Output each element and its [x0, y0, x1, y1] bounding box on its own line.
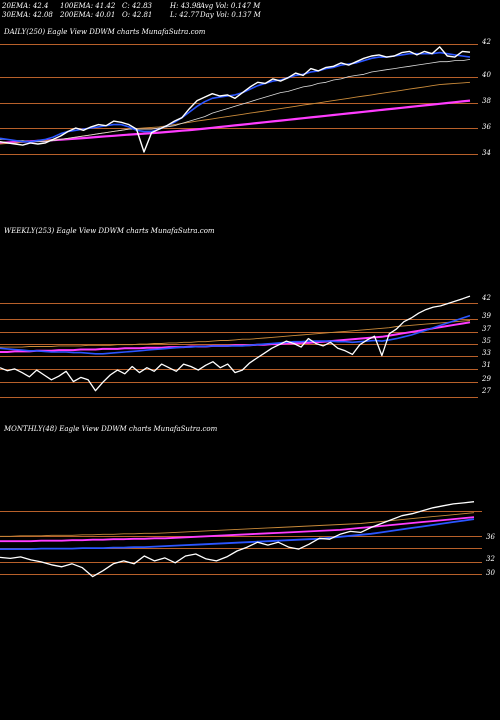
weekly-y-tick-label: 39 [482, 312, 491, 320]
daily-chart-title: DAILY(250) Eagle View DDWM charts Munafa… [4, 28, 206, 36]
header-open: O: 42.81 [122, 11, 153, 19]
weekly-y-tick-label: 29 [481, 375, 491, 383]
monthly-chart-title: MONTHLY(48) Eagle View DDWM charts Munaf… [4, 425, 218, 433]
monthly-y-tick-label: 30 [486, 569, 495, 577]
weekly-price-line [0, 295, 471, 392]
daily-y-tick-label: 38 [482, 97, 491, 105]
daily-ema-line-2 [0, 59, 471, 143]
header-low: L: 42.77 [170, 11, 200, 19]
weekly-y-tick-label: 33 [482, 349, 491, 357]
header-day-vol: Day Vol: 0.137 M [200, 11, 261, 19]
daily-y-tick-label: 40 [481, 71, 491, 79]
weekly-chart-title: WEEKLY(253) Eagle View DDWM charts Munaf… [4, 227, 215, 235]
daily-y-tick-label: 42 [481, 38, 491, 46]
header-high: H: 43.98 [170, 2, 201, 10]
weekly-ema-line-1 [0, 314, 471, 355]
daily-ema-line-3 [0, 81, 471, 145]
header-avg-vol: Avg Vol: 0.147 M [200, 2, 261, 10]
weekly-y-tick-label: 31 [482, 361, 491, 369]
header-close: C: 42.83 [122, 2, 152, 10]
daily-ema-line-4 [0, 99, 471, 144]
weekly-y-tick-label: 42 [481, 294, 491, 302]
monthly-price-line [0, 501, 475, 578]
daily-y-tick-label: 36 [482, 123, 491, 131]
header-100ema: 100EMA: 41.42 [60, 2, 116, 10]
header-200ema: 200EMA: 40.01 [60, 11, 116, 19]
monthly-y-tick-label: 32 [486, 555, 495, 563]
monthly-ema-line-1 [0, 518, 475, 550]
monthly-y-tick-label: 36 [486, 533, 495, 541]
weekly-y-tick-label: 37 [482, 325, 491, 333]
monthly-ema-line-3 [0, 512, 475, 537]
weekly-y-tick-label: 27 [481, 387, 491, 395]
daily-y-tick-label: 34 [482, 149, 491, 157]
daily-price-line [0, 46, 471, 153]
header-20ema: 20EMA: 42.4 [2, 2, 49, 10]
weekly-y-tick-label: 35 [482, 337, 491, 345]
monthly-ema-line-2 [0, 516, 475, 543]
header-30ema: 30EMA: 42.08 [2, 11, 53, 19]
weekly-ema-line-3 [0, 320, 471, 348]
